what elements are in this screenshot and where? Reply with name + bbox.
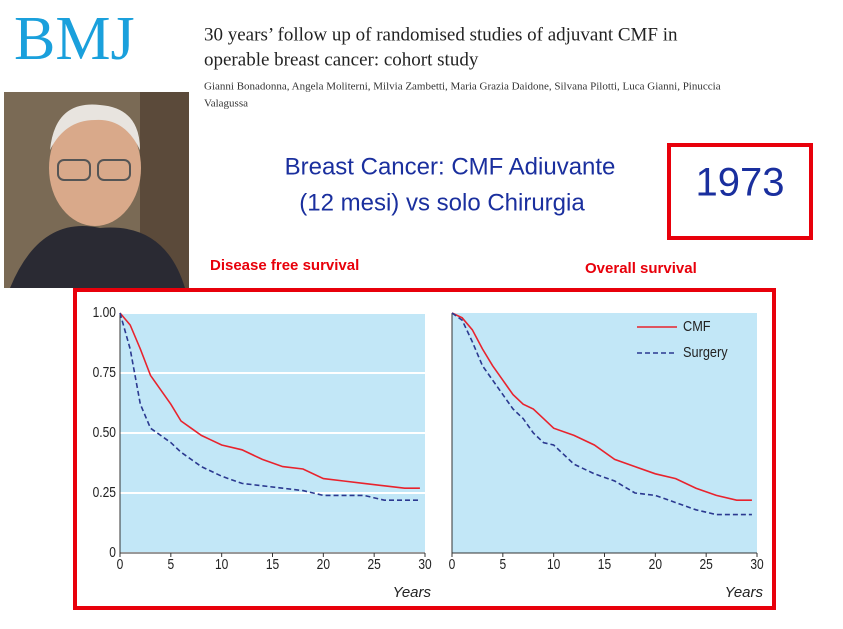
authors: Valagussa: [204, 98, 248, 110]
x-tick-label: 30: [418, 556, 432, 573]
x-tick-label: 25: [367, 556, 380, 573]
slide-title: (12 mesi) vs solo Chirurgia: [299, 189, 585, 216]
logo: BMJ: [14, 5, 135, 73]
x-tick-label: 15: [598, 556, 611, 573]
series-line: [119, 312, 420, 501]
legend-label: CMF: [683, 317, 711, 334]
series-line: [451, 312, 752, 501]
x-tick-label: 10: [547, 556, 561, 573]
x-axis-label: Years: [725, 584, 764, 601]
x-tick-label: 30: [750, 556, 764, 573]
y-tick-label: 1.00: [93, 304, 117, 321]
series-line: [451, 312, 752, 516]
paper-title: operable breast cancer: cohort study: [204, 49, 479, 70]
authors: Gianni Bonadonna, Angela Moliterni, Milv…: [204, 81, 721, 93]
chart-title: Disease free survival: [210, 257, 359, 274]
series-line: [119, 312, 420, 489]
year-box: [667, 143, 813, 240]
legend-label: Surgery: [683, 343, 728, 360]
charts-frame: [73, 288, 776, 610]
y-tick-label: 0.75: [93, 364, 116, 381]
x-tick-label: 0: [117, 556, 124, 573]
y-tick-label: 0.25: [93, 484, 116, 501]
x-tick-label: 20: [317, 556, 331, 573]
x-tick-label: 10: [215, 556, 229, 573]
x-tick-label: 25: [699, 556, 712, 573]
x-axis-label: Years: [393, 584, 432, 601]
x-tick-label: 20: [649, 556, 663, 573]
y-tick-label: 0: [109, 544, 116, 561]
slide-title: Breast Cancer: CMF Adiuvante: [285, 153, 616, 180]
plot-area: [452, 313, 757, 553]
x-tick-label: 5: [499, 556, 506, 573]
x-tick-label: 15: [266, 556, 279, 573]
photo: [4, 92, 189, 288]
x-tick-label: 5: [167, 556, 174, 573]
x-tick-label: 0: [449, 556, 456, 573]
year: 1973: [696, 161, 785, 205]
paper-title: 30 years’ follow up of randomised studie…: [204, 24, 678, 45]
y-tick-label: 0.50: [93, 424, 117, 441]
chart-title: Overall survival: [585, 260, 697, 277]
